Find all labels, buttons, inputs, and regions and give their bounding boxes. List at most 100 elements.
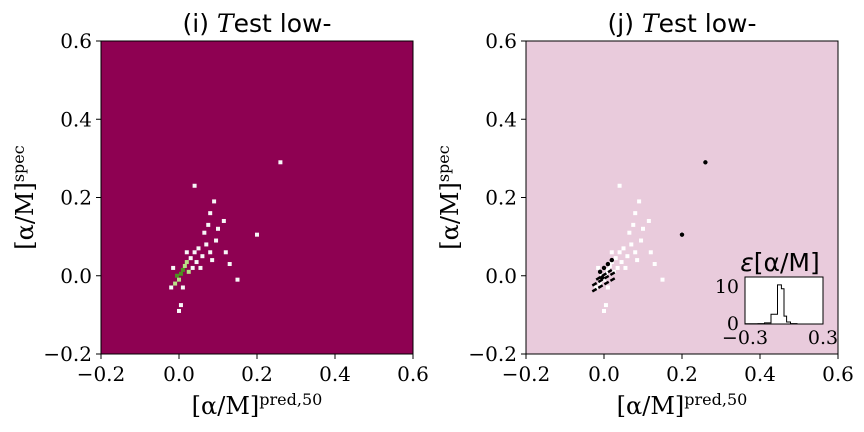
data-point xyxy=(609,257,614,263)
heatmap-cell xyxy=(223,250,228,255)
heatmap-cell xyxy=(204,242,209,247)
density-cell xyxy=(625,254,630,259)
heatmap-cell xyxy=(192,183,197,188)
x-tick-label: 0.2 xyxy=(241,362,273,386)
x-axis-label: [α/M]pred,50 xyxy=(617,390,748,421)
heatmap-cell xyxy=(180,267,185,272)
y-tick-label: 0.6 xyxy=(60,29,92,53)
heatmap-cell xyxy=(182,263,187,268)
density-cell xyxy=(615,265,620,270)
data-point xyxy=(601,265,607,271)
heatmap-cell xyxy=(208,250,213,255)
density-cell xyxy=(623,265,628,270)
data-point xyxy=(679,232,685,237)
density-cell xyxy=(633,250,638,255)
density-cell xyxy=(594,285,599,290)
x-tick-label: 0.2 xyxy=(666,362,698,386)
y-tick-label: 0.4 xyxy=(485,107,517,131)
heatmap-cell xyxy=(235,277,240,282)
x-tick-label: 0.4 xyxy=(319,362,351,386)
density-cell xyxy=(602,277,606,282)
y-tick-label: 0.2 xyxy=(485,186,517,210)
trend-line xyxy=(591,270,617,287)
x-tick-label: −0.2 xyxy=(502,362,551,386)
y-axis-label: [α/M]spec xyxy=(9,145,40,250)
heatmap-cell xyxy=(184,260,189,265)
heatmap-cell xyxy=(188,256,193,261)
density-cell xyxy=(660,277,665,282)
density-cell xyxy=(652,262,657,267)
density-cell xyxy=(621,246,626,251)
density-cell xyxy=(648,250,653,255)
heatmap-cell xyxy=(255,232,259,237)
heatmap-cell xyxy=(180,285,185,290)
chart-title: (j) Test low- xyxy=(608,9,757,38)
density-cell xyxy=(607,263,612,268)
y-tick-label: 0.6 xyxy=(485,29,517,53)
heatmap-cell xyxy=(212,199,217,204)
plot-background xyxy=(101,41,413,354)
x-tick-label: 0.4 xyxy=(744,362,776,386)
data-point xyxy=(703,160,708,165)
density-cell xyxy=(602,308,606,313)
chart-title: (i) Test low- xyxy=(183,9,332,38)
heatmap-cell xyxy=(184,250,189,255)
data-point xyxy=(599,275,605,280)
heatmap-cell xyxy=(169,285,174,290)
heatmap-cell xyxy=(198,265,203,270)
panel-i: −0.2−0.2 0.0 0.0 0.2 0.2 0.4 0.4 0.6 0.6 (i) Test… xyxy=(9,9,429,420)
density-cell xyxy=(605,285,610,290)
heatmap-cell xyxy=(196,246,201,251)
heatmap-cell xyxy=(200,254,205,259)
heatmap-cell xyxy=(178,303,183,308)
density-cell xyxy=(613,256,618,261)
density-cell xyxy=(639,238,644,243)
y-tick-label: 0.2 xyxy=(60,186,92,210)
heatmap-cell xyxy=(192,250,197,255)
heatmap-cell xyxy=(173,281,178,286)
density-cell xyxy=(629,242,634,247)
heatmap-cell xyxy=(227,262,232,267)
trend-line xyxy=(591,276,617,293)
density-cell xyxy=(619,260,624,265)
y-tick-label: 0.0 xyxy=(485,264,517,288)
density-cell xyxy=(635,258,640,263)
x-tick-label: 0.0 xyxy=(588,362,620,386)
heatmap-cell xyxy=(190,265,195,270)
density-cell xyxy=(641,226,645,231)
inset-x-tick-label: −0.3 xyxy=(722,327,768,349)
histogram-step xyxy=(744,284,823,325)
inset-title: ε[α/M] xyxy=(740,248,820,277)
x-tick-label: 0.0 xyxy=(163,362,195,386)
x-axis-label: [α/M]pred,50 xyxy=(192,390,323,421)
x-tick-label: −0.2 xyxy=(77,362,126,386)
heatmap-cell xyxy=(175,273,180,278)
data-point xyxy=(597,269,603,275)
density-cell xyxy=(598,281,603,286)
heatmap-cell xyxy=(171,265,176,270)
density-cell xyxy=(631,222,636,227)
heatmap-cell xyxy=(208,211,213,216)
panel-j: −0.2−0.2 0.0 0.0 0.2 0.2 0.4 0.4 0.6 0.6 (j) Test… xyxy=(434,9,854,420)
y-tick-label: 0.4 xyxy=(60,107,92,131)
x-tick-label: 0.6 xyxy=(822,362,854,386)
heatmap-cell xyxy=(177,277,181,282)
y-axis-label: [α/M]spec xyxy=(434,145,465,250)
density-cell xyxy=(646,218,651,223)
density-cell xyxy=(627,230,632,235)
y-tick-label: 0.0 xyxy=(60,264,92,288)
density-cell xyxy=(596,265,601,270)
density-cell xyxy=(605,267,610,272)
heatmap-cell xyxy=(210,258,215,263)
y-tick-label: −0.2 xyxy=(468,342,517,366)
trend-line xyxy=(595,268,613,281)
x-tick-label: 0.6 xyxy=(397,362,429,386)
inset-x-tick-label: 0.3 xyxy=(808,327,838,349)
density-cell xyxy=(609,250,614,255)
heatmap-cell xyxy=(194,260,199,265)
density-cell xyxy=(617,183,622,188)
density-cell xyxy=(617,250,622,255)
heatmap-cell xyxy=(202,230,207,235)
heatmap-cell xyxy=(278,160,283,165)
